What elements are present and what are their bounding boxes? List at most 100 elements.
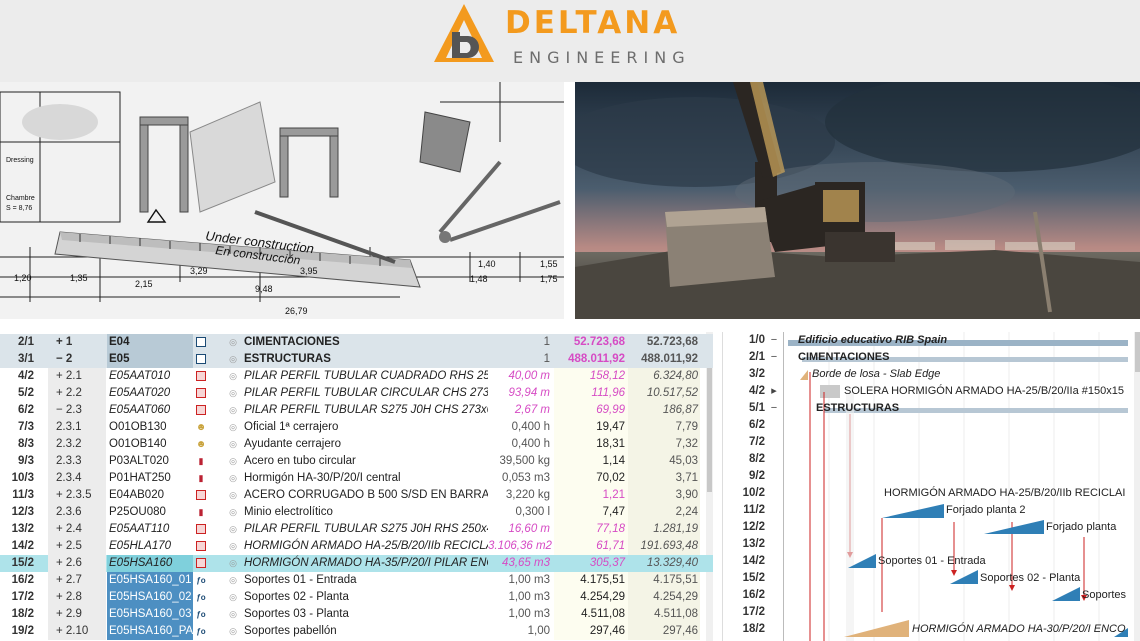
visibility-icon[interactable]: ◎ — [229, 439, 237, 449]
row-code[interactable]: E05AAT010 — [109, 370, 171, 382]
table-row[interactable]: 5/2 + 2.2 E05AAT020 ◎ PILAR PERFIL TUBULAR C… — [0, 385, 713, 402]
row-code[interactable]: P01HAT250 — [109, 472, 171, 484]
row-code[interactable]: E05HSA160_01 — [107, 572, 193, 589]
row-code[interactable]: P03ALT020 — [109, 455, 169, 467]
gantt-row-expander[interactable] — [765, 553, 783, 570]
visibility-icon[interactable]: ◎ — [229, 507, 237, 517]
row-quantity[interactable]: 1 — [543, 353, 550, 365]
visibility-icon[interactable]: ◎ — [229, 371, 237, 381]
gantt-row-expander[interactable]: − — [770, 402, 778, 414]
row-code[interactable]: E05HLA170 — [109, 540, 172, 552]
table-row[interactable]: 12/3 2.3.6 P25OU080 ▮ ◎ Minio electrolítico 0,… — [0, 504, 713, 521]
row-code[interactable]: E05AAT020 — [109, 387, 171, 399]
row-quantity[interactable]: 3,220 kg — [505, 489, 550, 501]
row-expander[interactable]: + 2.2 — [48, 385, 106, 402]
row-quantity[interactable]: 3.106,36 m2 — [488, 540, 552, 552]
row-expander[interactable]: + 2.7 — [48, 572, 106, 589]
table-row[interactable]: 9/3 2.3.3 P03ALT020 ▮ ◎ Acero en tubo circula… — [0, 453, 713, 470]
visibility-icon[interactable]: ◎ — [229, 473, 237, 483]
row-code[interactable]: E04AB020 — [109, 489, 164, 501]
row-expander[interactable]: + 2.1 — [48, 368, 106, 385]
row-expander[interactable]: + 2.9 — [48, 606, 106, 623]
gantt-row-expander[interactable] — [765, 519, 783, 536]
row-expander[interactable]: + 2.8 — [48, 589, 106, 606]
gantt-bar-cimentaciones[interactable] — [802, 357, 1128, 362]
row-quantity[interactable]: 43,65 m3 — [502, 557, 550, 569]
visibility-icon[interactable]: ◎ — [229, 558, 237, 568]
row-quantity[interactable]: 2,67 m — [514, 404, 550, 416]
table-row[interactable]: 18/2 + 2.9 E05HSA160_03 ƒo ◎ Soportes 03 - Pl… — [0, 606, 713, 623]
row-expander[interactable]: 2.3.2 — [48, 436, 106, 453]
table-row[interactable]: 14/2 + 2.5 E05HLA170 ◎ HORMIGÓN ARMADO HA-25… — [0, 538, 713, 555]
visibility-icon[interactable]: ◎ — [229, 405, 237, 415]
gantt-row-expander[interactable] — [765, 502, 783, 519]
gantt-bar-soportes-01[interactable] — [848, 554, 876, 568]
gantt-row-expander[interactable]: − — [770, 334, 778, 346]
row-quantity[interactable]: 93,94 m — [508, 387, 550, 399]
table-row[interactable]: 2/1 + 1 E04 ◎ CIMENTACIONES 1 52.723,68 52.723,… — [0, 334, 713, 351]
gantt-bar-forjado[interactable] — [984, 520, 1044, 534]
row-expander[interactable]: 2.3.1 — [48, 419, 106, 436]
row-code[interactable]: E05HSA160_02 — [107, 589, 193, 606]
gantt-bar-solera[interactable] — [820, 385, 840, 398]
row-expander[interactable]: + 2.5 — [48, 538, 106, 555]
row-expander[interactable]: − 2.3 — [48, 402, 106, 419]
table-row[interactable]: 3/1 − 2 E05 ◎ ESTRUCTURAS 1 488.011,92 488.011,… — [0, 351, 713, 368]
gantt-bar-soportes-03[interactable] — [1052, 587, 1080, 601]
row-quantity[interactable]: 1,00 m3 — [508, 608, 550, 620]
gantt-bar-pabellon[interactable] — [1114, 628, 1128, 637]
gantt-row-expander[interactable]: − — [770, 351, 778, 363]
row-code[interactable]: E05AAT110 — [109, 523, 170, 535]
row-code[interactable]: E05HSA160_PAB — [107, 623, 193, 640]
row-quantity[interactable]: 0,300 l — [515, 506, 550, 518]
gantt-row-expander[interactable] — [765, 621, 783, 638]
row-quantity[interactable]: 1,00 m3 — [508, 574, 550, 586]
gantt-scrollbar[interactable] — [1134, 332, 1140, 641]
row-code[interactable]: E05AAT060 — [109, 404, 171, 416]
scrollbar-thumb[interactable] — [707, 342, 712, 492]
row-code[interactable]: O01OB130 — [109, 421, 167, 433]
table-scrollbar[interactable] — [706, 332, 713, 641]
table-row[interactable]: 11/3 + 2.3.5 E04AB020 ◎ ACERO CORRUGADO B 50… — [0, 487, 713, 504]
gantt-row-expander[interactable] — [765, 417, 783, 434]
row-quantity[interactable]: 1,00 m3 — [508, 591, 550, 603]
visibility-icon[interactable]: ◎ — [229, 422, 237, 432]
visibility-icon[interactable]: ◎ — [229, 575, 237, 585]
gantt-bar-project[interactable] — [788, 340, 1128, 346]
gantt-row-expander[interactable] — [765, 570, 783, 587]
gantt-row-expander[interactable] — [765, 587, 783, 604]
row-quantity[interactable]: 39,500 kg — [499, 455, 550, 467]
gantt-bar-estructuras[interactable] — [824, 408, 1128, 413]
gantt-row-expander[interactable] — [765, 434, 783, 451]
table-row[interactable]: 4/2 + 2.1 E05AAT010 ◎ PILAR PERFIL TUBULAR C… — [0, 368, 713, 385]
visibility-icon[interactable]: ◎ — [229, 354, 237, 364]
table-row[interactable]: 6/2 − 2.3 E05AAT060 ◎ PILAR PERFIL TUBULAR S… — [0, 402, 713, 419]
visibility-icon[interactable]: ◎ — [229, 541, 237, 551]
gantt-row-expander[interactable] — [765, 536, 783, 553]
visibility-icon[interactable]: ◎ — [229, 456, 237, 466]
gantt-row-expander[interactable] — [765, 468, 783, 485]
visibility-icon[interactable]: ◎ — [229, 609, 237, 619]
row-code[interactable]: E05HSA160_03 — [107, 606, 193, 623]
row-quantity[interactable]: 40,00 m — [508, 370, 550, 382]
row-expander[interactable]: + 2.6 — [48, 555, 106, 572]
row-expander[interactable]: 2.3.3 — [48, 453, 106, 470]
row-expander[interactable]: + 2.3.5 — [48, 487, 106, 504]
row-expander[interactable]: − 2 — [56, 353, 73, 365]
row-expander[interactable]: + 1 — [56, 336, 73, 348]
table-row[interactable]: 10/3 2.3.4 P01HAT250 ▮ ◎ Hormigón HA-30/P/20/… — [0, 470, 713, 487]
gantt-row-expander[interactable]: ▸ — [771, 385, 777, 397]
table-row[interactable]: 13/2 + 2.4 E05AAT110 ◎ PILAR PERFIL TUBULAR … — [0, 521, 713, 538]
row-quantity[interactable]: 0,400 h — [511, 438, 550, 450]
gantt-bar-hormigon-enco[interactable] — [844, 620, 909, 637]
row-code[interactable]: O01OB140 — [109, 438, 167, 450]
row-expander[interactable]: 2.3.4 — [48, 470, 106, 487]
table-row[interactable]: 17/2 + 2.8 E05HSA160_02 ƒo ◎ Soportes 02 - Pl… — [0, 589, 713, 606]
row-code[interactable]: E05 — [107, 351, 193, 368]
table-row[interactable]: 15/2 + 2.6 E05HSA160 ◎ HORMIGÓN ARMADO HA-35… — [0, 555, 713, 572]
row-code[interactable]: P25OU080 — [109, 506, 166, 518]
row-code[interactable]: E04 — [107, 334, 193, 351]
visibility-icon[interactable]: ◎ — [229, 524, 237, 534]
row-quantity[interactable]: 1 — [543, 336, 550, 348]
table-row[interactable]: 8/3 2.3.2 O01OB140 ☻ ◎ Ayudante cerrajero 0,40… — [0, 436, 713, 453]
